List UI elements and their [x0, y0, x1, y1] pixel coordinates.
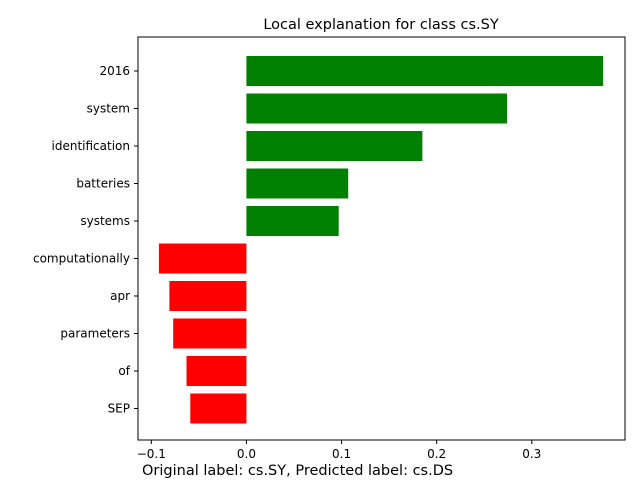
bar-sep: [190, 393, 247, 424]
bar-systems: [246, 206, 339, 236]
bar-apr: [169, 281, 247, 311]
y-tick-label: identification: [52, 139, 130, 153]
y-tick-label: systems: [80, 214, 130, 228]
y-axis: 2016 system identification batteries systems…: [33, 64, 138, 416]
y-tick-label: parameters: [60, 327, 130, 341]
x-tick-label: 0.2: [427, 447, 446, 461]
y-tick-label: SEP: [108, 402, 130, 416]
bar-parameters: [173, 318, 247, 349]
bar-computationally: [158, 243, 247, 274]
bar-system: [246, 93, 508, 124]
plot-frame: [137, 36, 626, 441]
y-tick-label: 2016: [99, 64, 130, 78]
bars-group: [158, 56, 604, 424]
bar-2016: [246, 56, 604, 86]
y-tick-label: computationally: [33, 252, 130, 266]
y-tick-label: batteries: [76, 177, 130, 191]
bar-batteries: [246, 168, 349, 199]
chart-title: Local explanation for class cs.SY: [263, 17, 499, 33]
bar-of: [186, 356, 247, 386]
x-tick-label: 0.1: [332, 447, 351, 461]
x-axis: −0.1 0.0 0.1 0.2 0.3: [137, 440, 541, 461]
footer-label: Original label: cs.SY, Predicted label: …: [142, 463, 453, 479]
y-tick-label: apr: [110, 289, 130, 303]
y-tick-label: system: [87, 102, 130, 116]
x-tick-label: −0.1: [137, 447, 166, 461]
bar-identification: [246, 131, 423, 161]
x-tick-label: 0.3: [522, 447, 541, 461]
x-tick-label: 0.0: [237, 447, 256, 461]
y-tick-label: of: [118, 364, 130, 378]
